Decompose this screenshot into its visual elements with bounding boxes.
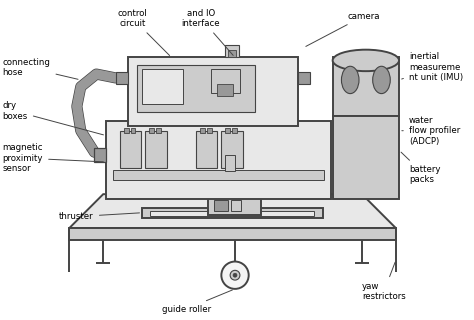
Bar bbox=[218, 84, 233, 96]
Ellipse shape bbox=[333, 50, 399, 71]
Text: water
flow profiler
(ADCP): water flow profiler (ADCP) bbox=[402, 116, 460, 146]
Bar bbox=[225, 45, 239, 58]
Bar bbox=[333, 58, 399, 116]
Text: inertial
measureme
nt unit (IMU): inertial measureme nt unit (IMU) bbox=[401, 52, 463, 82]
Bar bbox=[150, 211, 314, 216]
Bar bbox=[333, 116, 399, 199]
Bar bbox=[145, 131, 167, 168]
Bar bbox=[113, 170, 324, 180]
Bar bbox=[116, 72, 128, 84]
Bar bbox=[232, 128, 237, 133]
Bar bbox=[106, 121, 331, 199]
Ellipse shape bbox=[341, 66, 359, 94]
Bar bbox=[149, 128, 154, 133]
Bar bbox=[124, 128, 128, 133]
Bar bbox=[130, 128, 136, 133]
Bar bbox=[225, 128, 230, 133]
Text: and IO
interface: and IO interface bbox=[182, 9, 233, 55]
Bar bbox=[142, 69, 183, 104]
Bar bbox=[225, 155, 235, 171]
Text: battery
packs: battery packs bbox=[401, 152, 440, 184]
Bar bbox=[208, 197, 261, 215]
Text: yaw
restrictors: yaw restrictors bbox=[362, 262, 406, 301]
Bar bbox=[214, 200, 228, 211]
Bar bbox=[299, 72, 310, 84]
Bar bbox=[210, 69, 240, 92]
Text: guide roller: guide roller bbox=[162, 290, 232, 314]
Bar bbox=[120, 131, 141, 168]
Bar bbox=[196, 131, 218, 168]
Text: dry
boxes: dry boxes bbox=[3, 101, 103, 135]
Bar bbox=[128, 58, 299, 126]
Text: thruster: thruster bbox=[59, 212, 139, 221]
Text: control
circuit: control circuit bbox=[118, 9, 170, 55]
Ellipse shape bbox=[373, 66, 390, 94]
Bar bbox=[207, 128, 211, 133]
Text: connecting
hose: connecting hose bbox=[3, 58, 78, 79]
Polygon shape bbox=[69, 228, 396, 240]
Bar bbox=[137, 65, 255, 112]
Bar bbox=[142, 208, 323, 218]
Bar bbox=[228, 50, 236, 57]
Bar bbox=[231, 200, 241, 211]
Text: magnetic
proximity
sensor: magnetic proximity sensor bbox=[3, 143, 103, 173]
Bar bbox=[221, 131, 243, 168]
Circle shape bbox=[221, 261, 249, 289]
Bar bbox=[200, 128, 205, 133]
Bar bbox=[156, 128, 161, 133]
Circle shape bbox=[233, 273, 237, 277]
Bar bbox=[94, 148, 106, 162]
Text: camera: camera bbox=[306, 12, 380, 46]
Polygon shape bbox=[69, 194, 396, 228]
Circle shape bbox=[230, 270, 240, 280]
